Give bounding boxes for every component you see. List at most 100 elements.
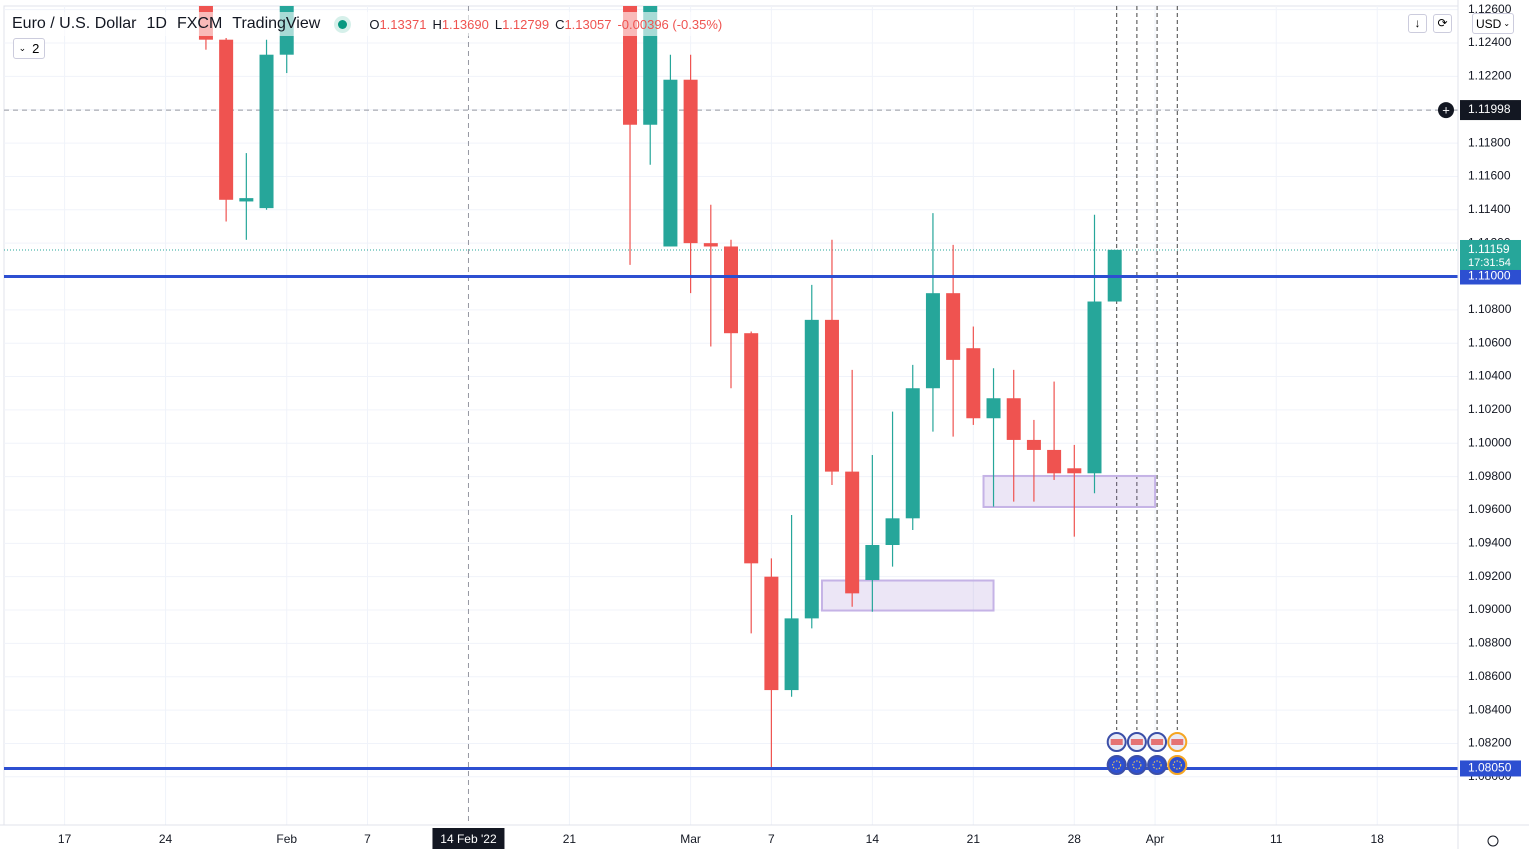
- x-tick-label: 21: [563, 832, 577, 846]
- candle-body: [1087, 301, 1102, 474]
- candle-body: [804, 319, 819, 619]
- source: TradingView: [232, 15, 321, 32]
- y-tick-label: 1.10200: [1468, 402, 1512, 416]
- y-tick-label: 1.10400: [1468, 369, 1512, 383]
- x-tick-label: Feb: [276, 832, 297, 846]
- y-tick-label: 1.11400: [1468, 202, 1511, 216]
- crosshair-x-label: 14 Feb '22: [440, 832, 497, 846]
- last-price-box: [1460, 239, 1521, 270]
- event-icon-eu-stars: [1132, 760, 1142, 770]
- x-tick-label: 7: [364, 832, 371, 846]
- price-label-box: [1460, 268, 1521, 285]
- countdown-label: 17:31:54: [1468, 257, 1511, 269]
- y-tick-label: 1.09200: [1468, 569, 1512, 583]
- candle-body: [239, 198, 254, 202]
- symbol: Euro / U.S. Dollar: [12, 15, 137, 32]
- x-tick-label: 7: [768, 832, 775, 846]
- candle-body: [1026, 439, 1041, 450]
- candle-body: [966, 348, 981, 419]
- y-tick-label: 1.11600: [1468, 169, 1511, 183]
- ohlc-key: L: [494, 16, 503, 32]
- ohlc-key: H: [432, 16, 442, 32]
- x-tick-label: 18: [1371, 832, 1385, 846]
- currency-select[interactable]: USD ⌄: [1472, 13, 1514, 34]
- y-tick-label: 1.12200: [1468, 69, 1512, 83]
- candle-body: [784, 618, 799, 691]
- ohlc-value: 1.13690: [441, 16, 489, 32]
- indicators-toggle[interactable]: ⌄ 2: [13, 38, 45, 59]
- ohlc-value: 1.12799: [502, 16, 550, 32]
- candle-body: [845, 471, 860, 594]
- event-icon-eu-stars: [1172, 760, 1182, 770]
- event-icon-eu-stars: [1152, 760, 1162, 770]
- candle-body: [724, 246, 738, 334]
- ohlc: O 1.13371 H 1.13690 L 1.12799 C 1.13057 -0.00396…: [363, 17, 722, 32]
- candle-body: [986, 398, 1001, 419]
- y-tick-label: 1.09600: [1468, 502, 1512, 516]
- ohlc-key: O: [369, 16, 380, 32]
- event-icon-us-stripes: [1130, 739, 1143, 745]
- candle-body: [1067, 468, 1082, 474]
- x-tick-label: 28: [1068, 832, 1082, 846]
- y-tick-label: 1.12600: [1468, 2, 1512, 16]
- status-dot: [338, 19, 348, 29]
- y-tick-label: 1.11800: [1468, 135, 1511, 149]
- add-alert-button[interactable]: [1438, 102, 1454, 119]
- header: Euro / U.S. Dollar 1D FXCM TradingView O…: [8, 12, 727, 36]
- last-price-label: 1.11159: [1468, 242, 1510, 256]
- price-label: 1.08050: [1468, 761, 1512, 775]
- currency: USD: [1475, 16, 1502, 31]
- candle-body: [259, 54, 274, 209]
- candle-body: [946, 293, 961, 360]
- event-icon-us-stripes: [1151, 739, 1164, 745]
- candle-body: [1006, 398, 1021, 440]
- x-tick-label: 11: [1270, 832, 1283, 846]
- indicator-count: 2: [32, 41, 40, 56]
- download-button[interactable]: ↓: [1408, 14, 1427, 33]
- event-icon-eu: [1167, 755, 1188, 775]
- crosshair-y-box: [1460, 100, 1521, 121]
- ohlc-value: 1.13057: [564, 16, 612, 32]
- price-label-box: [1460, 760, 1521, 777]
- event-icon-eu: [1106, 755, 1127, 775]
- ohlc-key: C: [555, 16, 565, 32]
- x-tick-label: 14: [866, 832, 880, 846]
- candle-body: [683, 79, 698, 244]
- x-tick-label: Mar: [680, 832, 701, 846]
- add-alert-icon: +: [1442, 103, 1450, 118]
- event-icon-eu-stars: [1112, 760, 1122, 770]
- y-tick-label: 1.08200: [1468, 736, 1512, 750]
- y-tick-label: 1.08600: [1468, 669, 1512, 683]
- candle-body: [744, 333, 759, 564]
- candle-body: [219, 39, 234, 200]
- y-tick-label: 1.12400: [1468, 35, 1512, 49]
- event-icon-us-stripes: [1110, 739, 1123, 745]
- y-tick-label: 1.09800: [1468, 469, 1512, 483]
- x-tick-label: 17: [58, 832, 72, 846]
- ohlc-value: 1.13371: [379, 16, 427, 32]
- interval[interactable]: 1D: [146, 15, 167, 32]
- exchange: FXCM: [176, 15, 223, 32]
- refresh-button[interactable]: ⟳: [1433, 14, 1452, 33]
- crosshair-x-box: [432, 828, 505, 849]
- candle-body: [764, 576, 779, 691]
- price-label: 1.11000: [1468, 269, 1511, 283]
- candle-body: [905, 388, 920, 519]
- y-tick-label: 1.10600: [1468, 335, 1512, 349]
- y-tick-label: 1.08800: [1468, 636, 1512, 650]
- change: -0.00396 (-0.35%): [617, 16, 723, 32]
- y-tick-label: 1.09000: [1468, 602, 1512, 616]
- candle-body: [1047, 449, 1062, 474]
- x-tick-label: Apr: [1146, 832, 1165, 846]
- candle-body: [824, 319, 839, 472]
- y-tick-label: 1.10000: [1468, 435, 1512, 449]
- candle-body: [885, 518, 900, 545]
- candle-body: [865, 544, 880, 581]
- candle-body: [663, 79, 678, 247]
- crosshair-y-label: 1.11998: [1468, 102, 1511, 116]
- zone: [982, 474, 1157, 508]
- y-tick-label: 1.08400: [1468, 702, 1512, 716]
- settings-icon: [1487, 835, 1499, 847]
